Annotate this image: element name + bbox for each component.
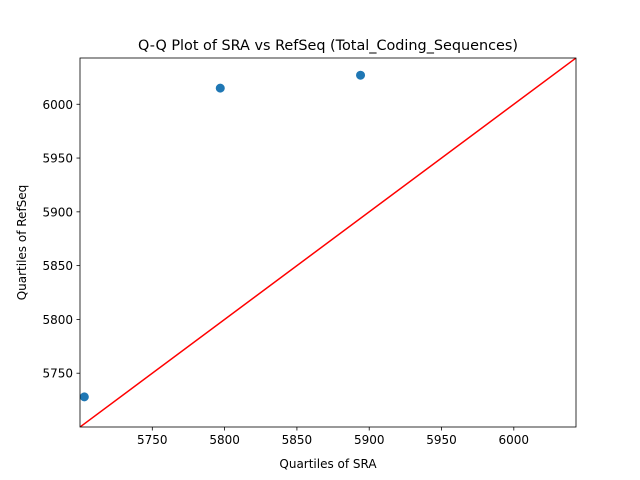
x-axis-label: Quartiles of SRA xyxy=(279,457,377,471)
y-tick-label: 5800 xyxy=(42,313,73,327)
y-tick-label: 5850 xyxy=(42,259,73,273)
plot-content xyxy=(80,58,576,427)
data-point xyxy=(80,392,89,402)
x-tick-label: 5900 xyxy=(354,433,385,447)
x-axis: 5750 5800 5850 5900 5950 6000 xyxy=(137,427,529,447)
x-tick-label: 5850 xyxy=(282,433,313,447)
y-tick-label: 6000 xyxy=(42,98,73,112)
chart-title: Q-Q Plot of SRA vs RefSeq (Total_Coding_… xyxy=(138,38,518,54)
x-tick-label: 5750 xyxy=(137,433,168,447)
plot-frame xyxy=(79,57,577,428)
y-tick-label: 5750 xyxy=(42,367,73,381)
y-axis-label: Quartiles of RefSeq xyxy=(15,185,29,301)
x-tick-label: 6000 xyxy=(499,433,530,447)
data-point xyxy=(215,83,225,93)
reference-line xyxy=(80,58,576,427)
x-tick-label: 5800 xyxy=(209,433,240,447)
y-axis: 5750 5800 5850 5900 5950 6000 xyxy=(42,98,80,381)
y-tick-label: 5950 xyxy=(42,152,73,166)
data-point xyxy=(356,70,366,80)
x-tick-label: 5950 xyxy=(426,433,457,447)
y-tick-label: 5900 xyxy=(42,205,73,219)
